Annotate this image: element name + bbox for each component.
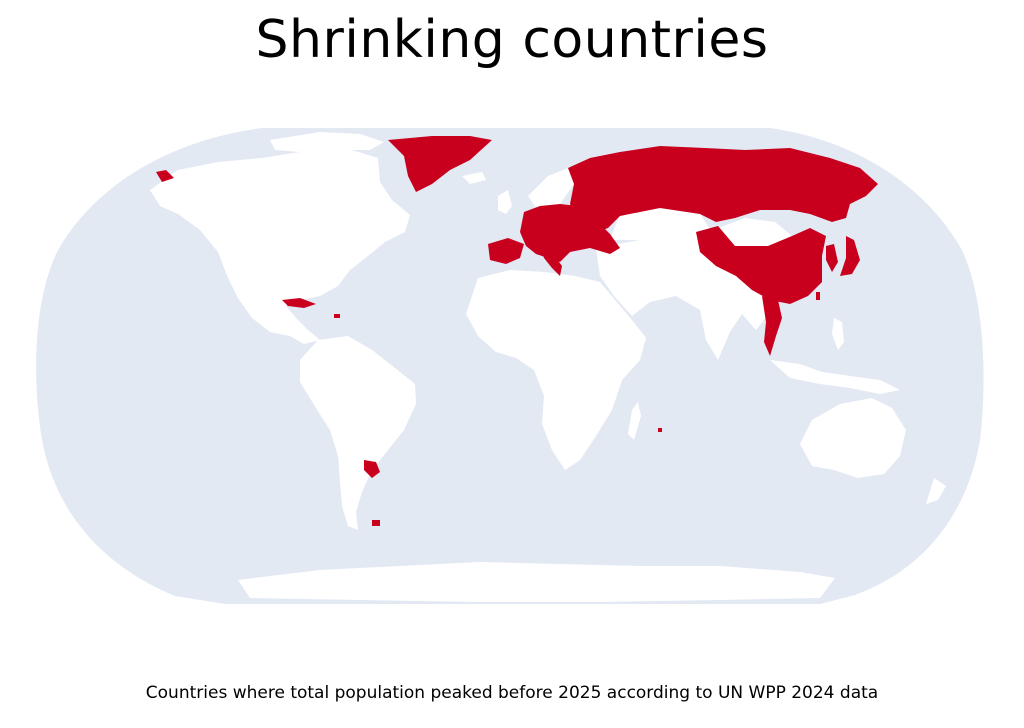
land-uk bbox=[498, 190, 512, 214]
country-puerto-rico bbox=[334, 314, 340, 318]
country-europe-east bbox=[520, 204, 620, 262]
country-iberia bbox=[488, 238, 524, 264]
land-europe-north bbox=[528, 168, 574, 214]
land-australia bbox=[800, 398, 906, 478]
map-title: Shrinking countries bbox=[255, 10, 769, 70]
land-antarctica bbox=[238, 562, 835, 602]
country-uruguay bbox=[364, 460, 380, 478]
land-philippines bbox=[832, 318, 844, 350]
land-madagascar bbox=[628, 402, 641, 440]
country-japan bbox=[840, 236, 860, 276]
land-arctic-islands bbox=[270, 132, 384, 152]
land-iceland bbox=[462, 172, 486, 184]
country-taiwan bbox=[816, 292, 820, 300]
land-north-america bbox=[150, 148, 410, 344]
country-thailand bbox=[762, 296, 782, 356]
country-greenland bbox=[388, 136, 492, 192]
land-asia-south bbox=[596, 226, 770, 360]
land-indonesia bbox=[770, 360, 900, 394]
country-alaska-fragment bbox=[156, 170, 174, 182]
country-italy bbox=[540, 246, 562, 276]
land-new-zealand bbox=[926, 478, 946, 504]
country-mauritius bbox=[658, 428, 662, 432]
land-mongolia bbox=[718, 218, 792, 246]
land-africa bbox=[466, 270, 646, 470]
country-falklands bbox=[372, 520, 380, 526]
land-central-asia bbox=[610, 208, 712, 240]
country-china bbox=[696, 226, 826, 304]
country-korea bbox=[826, 244, 838, 272]
land-south-america bbox=[300, 336, 416, 530]
country-russia bbox=[568, 146, 878, 234]
map-caption: Countries where total population peaked … bbox=[145, 683, 879, 703]
country-cuba bbox=[282, 298, 316, 308]
